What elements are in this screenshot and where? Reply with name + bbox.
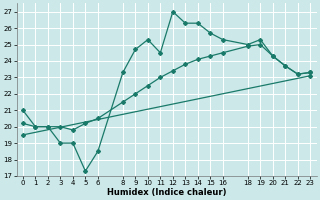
X-axis label: Humidex (Indice chaleur): Humidex (Indice chaleur) (107, 188, 226, 197)
